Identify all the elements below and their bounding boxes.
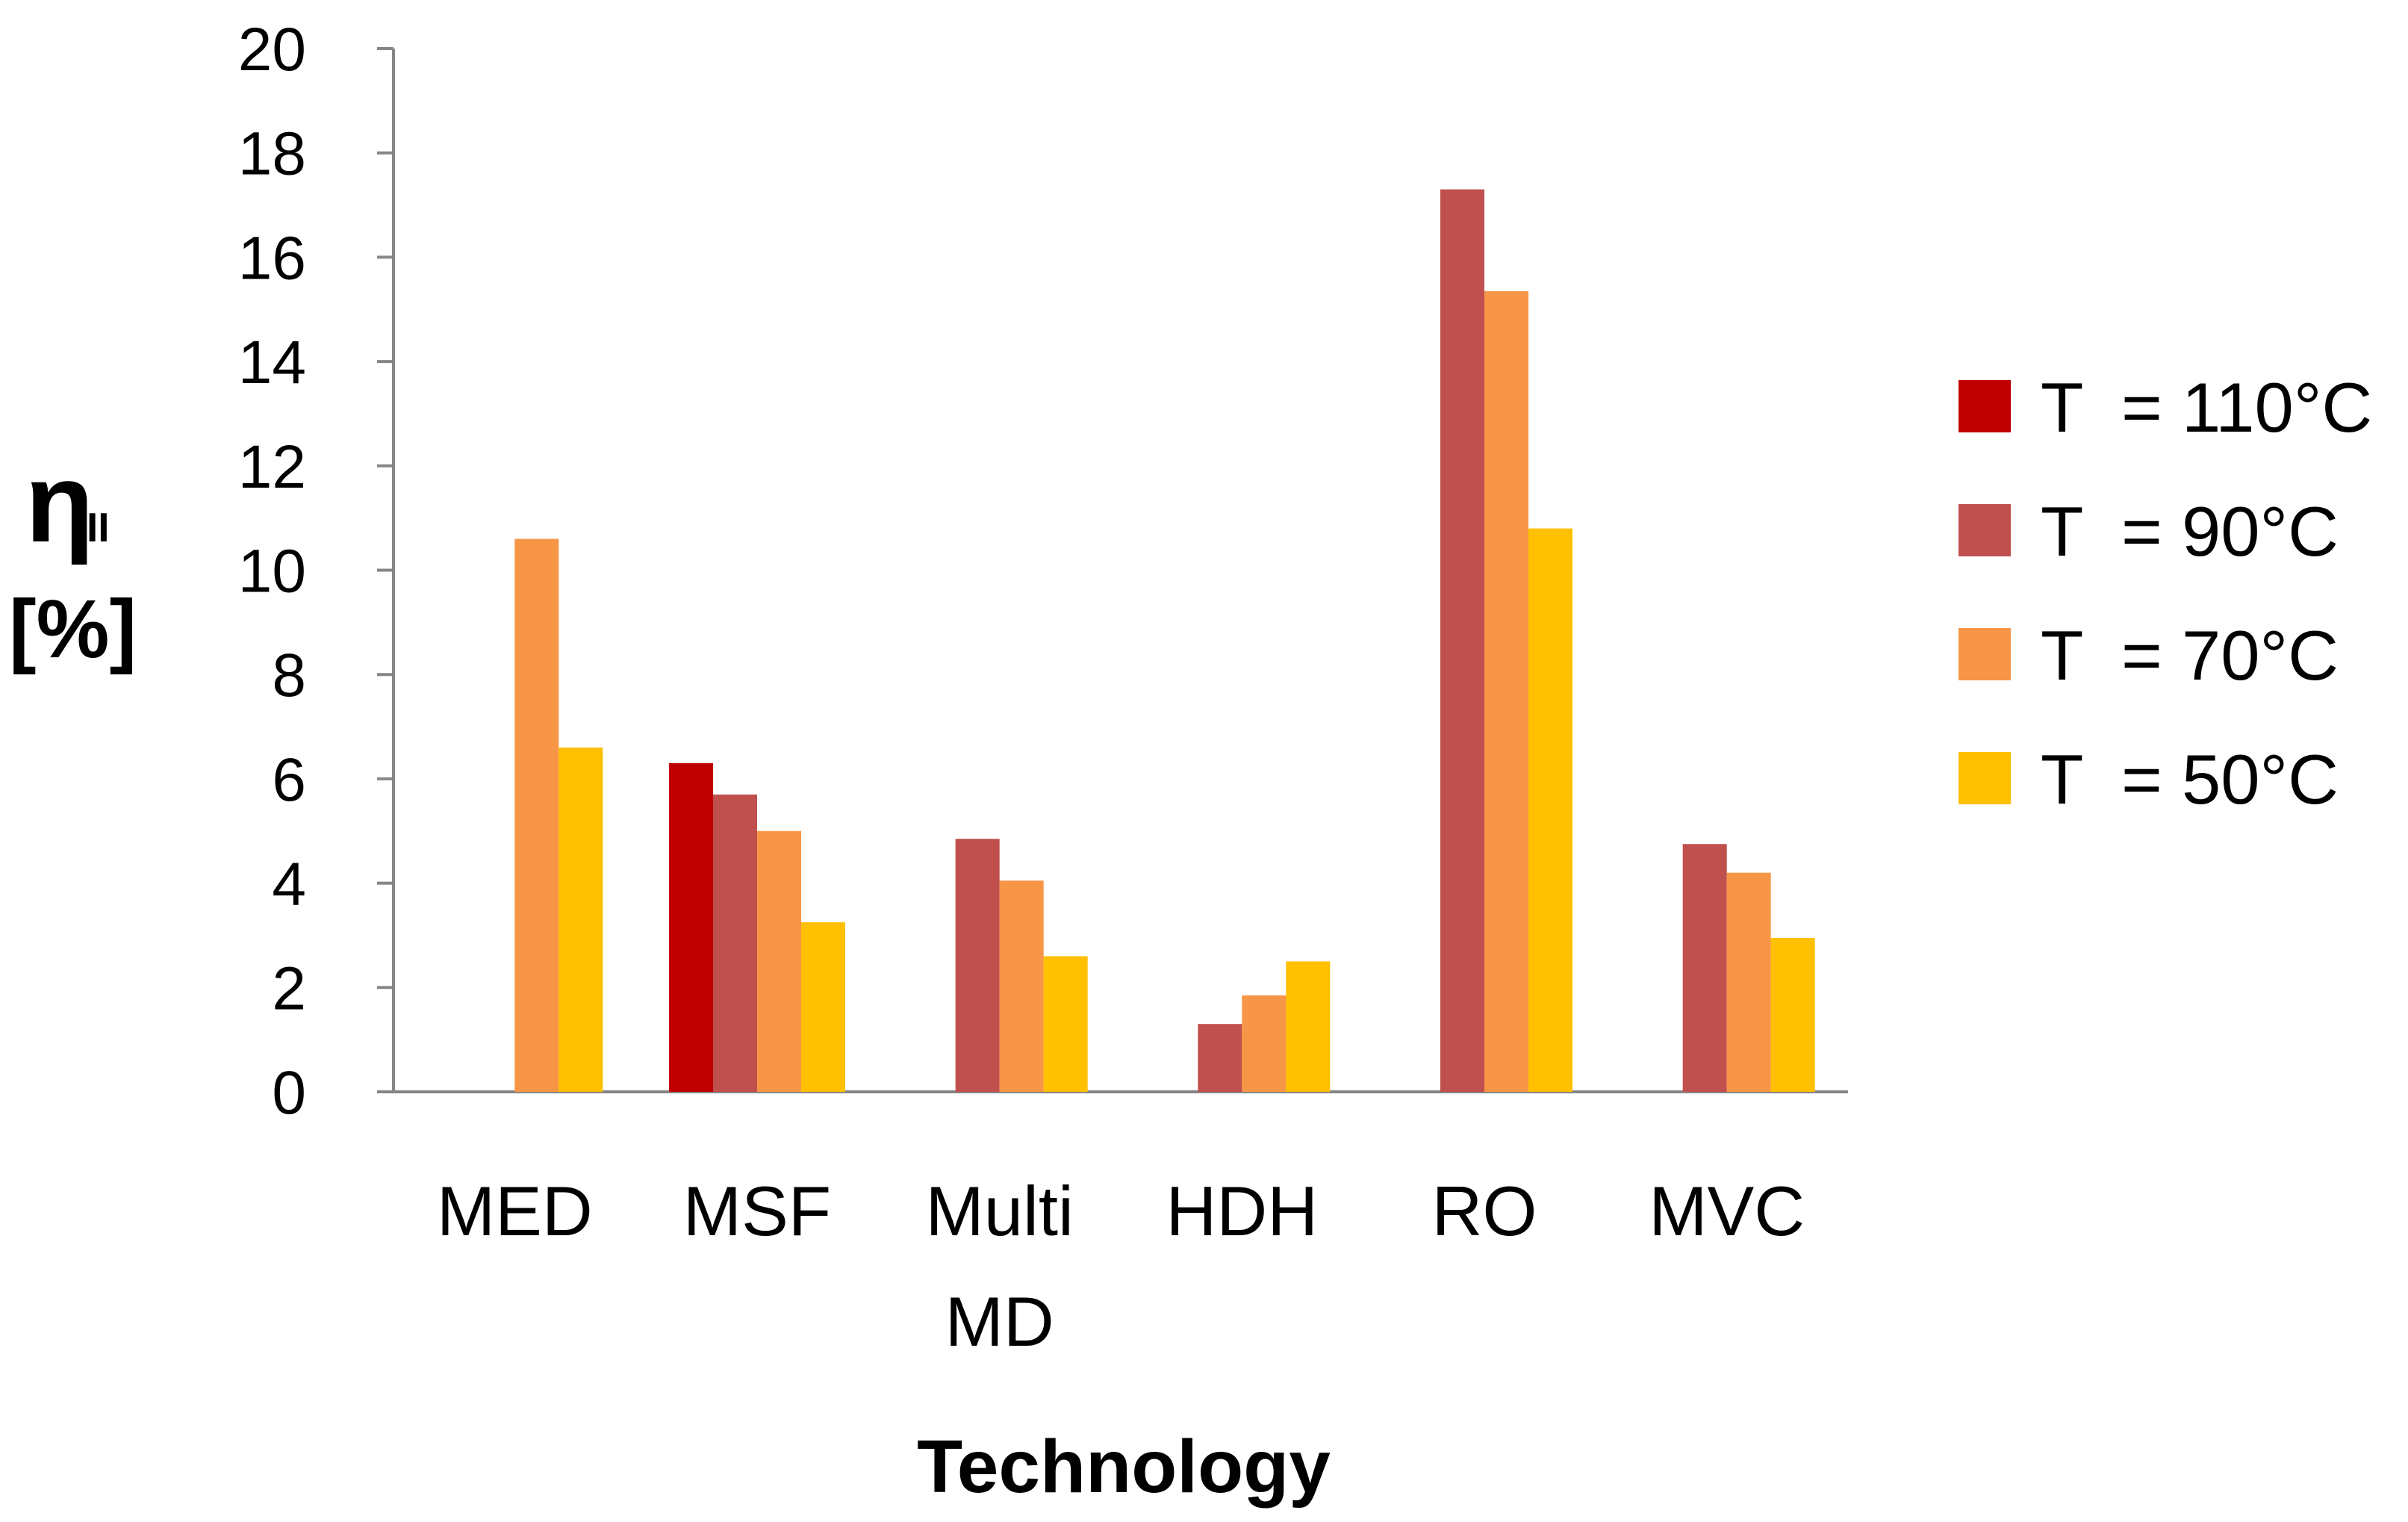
x-category-label: MVC [1649, 1172, 1805, 1250]
legend-label: T = 70°C [2041, 616, 2339, 695]
legend-swatch [1959, 628, 2011, 680]
y-tick-label: 0 [272, 1059, 306, 1127]
x-axis-title: Technology [917, 1425, 1331, 1509]
legend: T = 110°C T = 90°C T = 70°C T = 50°C [1959, 368, 2372, 819]
bar [1242, 995, 1287, 1092]
x-category-label: RO [1432, 1172, 1537, 1250]
legend-label: T = 50°C [2041, 740, 2339, 819]
legend-item: T = 70°C [1959, 616, 2339, 695]
y-axis-title-symbol: η [25, 440, 94, 565]
bar [1484, 291, 1529, 1092]
bar [1528, 528, 1573, 1092]
y-tick-label: 6 [272, 746, 306, 814]
legend-item: T = 90°C [1959, 492, 2339, 571]
y-tick-label: 18 [238, 120, 306, 188]
y-tick-label: 2 [272, 954, 306, 1022]
bar [1682, 844, 1727, 1092]
bar [757, 830, 802, 1092]
y-axis-title: η II [%] [9, 440, 137, 675]
bar [669, 762, 714, 1092]
axes [392, 49, 1848, 1093]
bar [1770, 937, 1815, 1092]
y-tick-label: 10 [238, 538, 306, 606]
bar [1043, 956, 1088, 1092]
bar [713, 794, 758, 1092]
bar [955, 839, 1000, 1092]
bar [514, 538, 559, 1092]
bar [999, 880, 1044, 1092]
y-tick-label: 20 [238, 16, 306, 84]
legend-swatch [1959, 380, 2011, 432]
x-category-label: MED [437, 1172, 593, 1250]
y-axis-title-subscript: II [87, 504, 110, 550]
bar [1726, 872, 1771, 1092]
legend-item: T = 110°C [1959, 368, 2372, 447]
x-category-label: HDH [1166, 1172, 1319, 1250]
bar [1198, 1024, 1242, 1092]
y-tick-label: 14 [238, 329, 306, 397]
bar [1286, 961, 1331, 1092]
y-tick-label: 4 [272, 851, 306, 919]
y-tick-label: 16 [238, 224, 306, 292]
bar [559, 747, 603, 1092]
x-category-label: Multi [925, 1172, 1073, 1250]
y-tick-label: 8 [272, 642, 306, 709]
bar [801, 922, 846, 1092]
y-axis-title-unit: [%] [9, 583, 137, 675]
x-category-labels: MED MSF Multi MD HDH RO MVC [437, 1172, 1805, 1361]
y-ticks: 0 2 4 6 8 10 12 14 16 18 20 [238, 16, 393, 1127]
legend-item: T = 50°C [1959, 740, 2339, 819]
legend-swatch [1959, 752, 2011, 804]
x-category-label: MSF [683, 1172, 831, 1250]
x-category-label: MD [945, 1282, 1054, 1361]
bars [514, 189, 1815, 1093]
bar [1440, 189, 1485, 1093]
legend-label: T = 110°C [2041, 368, 2372, 447]
legend-label: T = 90°C [2041, 492, 2339, 571]
legend-swatch [1959, 504, 2011, 556]
y-tick-label: 12 [238, 433, 306, 501]
